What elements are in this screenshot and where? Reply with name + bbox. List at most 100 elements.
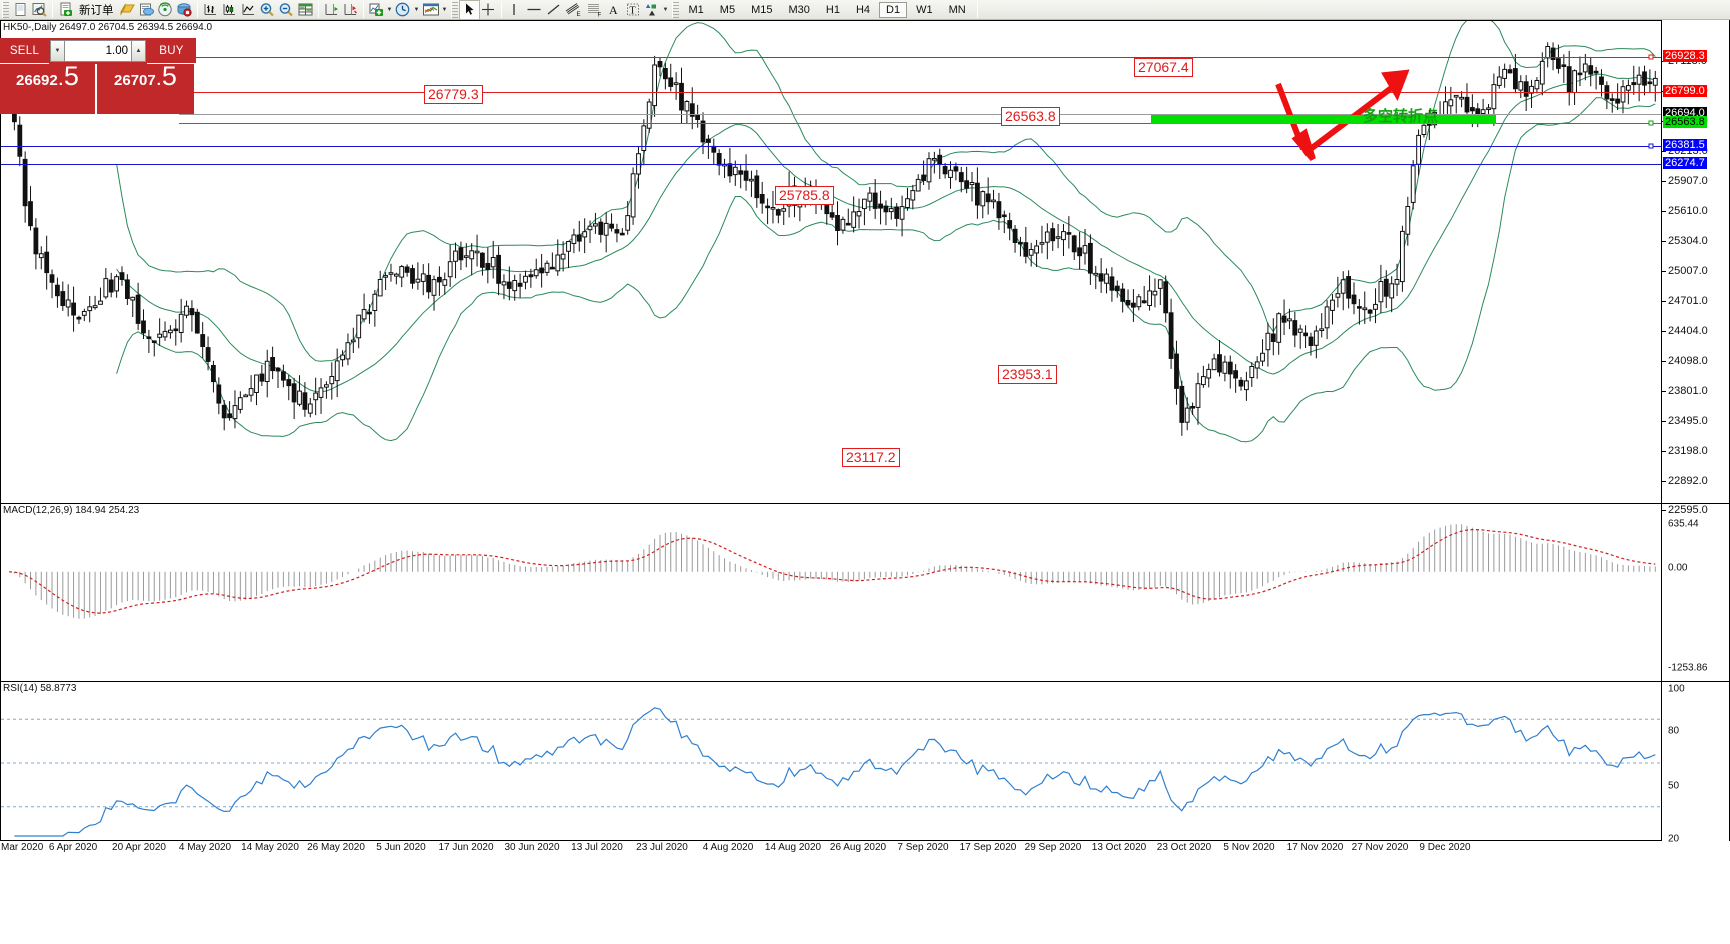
autotrade-icon[interactable] (175, 1, 194, 19)
candle-body (1642, 71, 1647, 86)
timeframe-h4[interactable]: H4 (855, 3, 870, 16)
timeframe-d1[interactable]: D1 (879, 1, 908, 18)
sell-button[interactable]: SELL (0, 38, 49, 64)
grid-icon[interactable] (296, 1, 315, 19)
sell-price-display[interactable]: 26692 . 5 (0, 63, 97, 114)
zoom-in-icon[interactable] (258, 1, 277, 19)
time-axis-label: 9 Dec 2020 (1419, 842, 1471, 853)
price-pane[interactable]: HK50-,Daily 26497.0 26704.5 26394.5 2669… (0, 20, 1662, 503)
toolbar-grip-3[interactable] (671, 1, 679, 18)
level-line-26799[interactable] (179, 92, 1661, 93)
tag-27067[interactable]: 27067.4 (1134, 58, 1193, 78)
level-line-26381[interactable] (1, 146, 1661, 147)
text-icon[interactable]: A (605, 1, 624, 19)
tag-26563[interactable]: 26563.8 (1001, 107, 1060, 127)
candle-body (1561, 64, 1567, 68)
candle-body (221, 404, 227, 419)
timeframe-m5[interactable]: M5 (719, 3, 736, 16)
line-icon[interactable] (239, 1, 258, 19)
candle-body (383, 275, 389, 278)
toolbar-grip-1[interactable] (2, 1, 9, 18)
price-badge[interactable]: 26563.8 (1663, 116, 1707, 128)
yellow-folder-icon[interactable] (118, 1, 137, 19)
candle-body (1066, 232, 1072, 235)
new-chart-icon[interactable] (11, 1, 30, 19)
time-axis[interactable]: 5 Mar 2020 6 Apr 2020 20 Apr 2020 4 May 202… (0, 841, 1662, 944)
level-line-26694[interactable] (179, 114, 1661, 115)
arrow-cursor-icon[interactable] (458, 0, 480, 20)
vertical-line-icon[interactable] (505, 1, 524, 19)
support-zone-highlight[interactable] (1151, 115, 1496, 124)
toolbar-separator (52, 1, 53, 18)
clock-icon[interactable] (394, 1, 413, 19)
level-anchor-26928[interactable] (1648, 54, 1654, 60)
broadcast-icon[interactable] (156, 1, 175, 19)
toolbar-grip-2[interactable] (450, 1, 458, 18)
axis-divider-2 (1662, 681, 1730, 682)
timeframe-h1[interactable]: H1 (825, 3, 840, 16)
level-line-26563[interactable] (179, 123, 1661, 124)
chevron-down-icon[interactable]: ▼ (386, 6, 393, 13)
level-line-26274[interactable] (1, 164, 1661, 165)
chevron-down-icon[interactable]: ▼ (441, 6, 448, 13)
forecast-arrows[interactable] (1, 21, 1662, 503)
candle-body (1260, 352, 1265, 362)
timeframe-m1[interactable]: M1 (688, 3, 704, 16)
autoscroll-icon[interactable] (341, 1, 360, 19)
text-label-icon[interactable]: T (624, 1, 643, 19)
volume-decrease-button[interactable]: ▼ (50, 40, 65, 62)
rsi-label: RSI(14) 58.8773 (3, 683, 77, 694)
price-tick (1662, 181, 1666, 182)
new-order-icon[interactable] (56, 1, 75, 19)
level-line-26928[interactable] (179, 57, 1661, 58)
chart-area[interactable]: HK50-,Daily 26497.0 26704.5 26394.5 2669… (0, 20, 1730, 944)
chevron-down-icon[interactable]: ▼ (413, 6, 420, 13)
time-axis-label: 5 Mar 2020 (0, 842, 44, 853)
rsi-pane[interactable]: RSI(14) 58.8773 (0, 681, 1662, 841)
price-badge[interactable]: 26274.7 (1663, 157, 1707, 169)
tag-26779[interactable]: 26779.3 (424, 85, 483, 105)
fibonacci-icon[interactable]: F (584, 1, 605, 19)
profiles-icon[interactable] (30, 1, 49, 19)
candle-body (856, 211, 862, 217)
chevron-down-icon[interactable]: ▼ (662, 6, 669, 13)
level-anchor-26381[interactable] (1648, 143, 1654, 149)
tag-23117[interactable]: 23117.2 (842, 448, 900, 468)
candles-icon[interactable] (220, 1, 239, 19)
timeframe-m15[interactable]: M15 (751, 3, 773, 16)
price-badge[interactable]: 26928.3 (1663, 50, 1707, 62)
candle-body (862, 198, 867, 210)
equidistant-channel-icon[interactable]: E (563, 1, 584, 19)
candle-body (576, 234, 582, 242)
candle-body (1211, 358, 1217, 371)
shapes-icon[interactable] (643, 1, 662, 19)
turning-point-note[interactable]: 多空转折点 (1363, 107, 1439, 125)
price-badge[interactable]: 26799.0 (1663, 85, 1707, 97)
one-click-trading-panel[interactable]: SELL ▼ 1.00 ▲ BUY 26692 . 5 26707 . 5 (0, 38, 196, 114)
tag-25785[interactable]: 25785.8 (775, 186, 834, 206)
price-badge[interactable]: 26381.5 (1663, 139, 1707, 151)
timeframe-w1[interactable]: W1 (916, 3, 933, 16)
chart-shift-icon[interactable] (322, 1, 341, 19)
level-anchor-26563[interactable] (1648, 120, 1654, 126)
crosshair-icon[interactable] (479, 1, 498, 19)
volume-increase-button[interactable]: ▲ (131, 40, 146, 62)
timeframe-m30[interactable]: M30 (788, 3, 810, 16)
indicator-add-icon[interactable] (367, 1, 386, 19)
tag-23953[interactable]: 23953.1 (998, 365, 1057, 385)
buy-price-display[interactable]: 26707 . 5 (97, 63, 194, 114)
book-cloud-icon[interactable] (137, 1, 156, 19)
time-axis-label: 5 Nov 2020 (1223, 842, 1275, 853)
zoom-out-icon[interactable] (277, 1, 296, 19)
timeframe-mn[interactable]: MN (948, 3, 966, 16)
template-icon[interactable] (421, 1, 441, 19)
bars-icon[interactable] (201, 1, 220, 19)
volume-input[interactable]: 1.00 (65, 40, 131, 62)
trendline-icon[interactable] (544, 1, 563, 19)
candle-body (1254, 361, 1260, 369)
new-order-button[interactable]: 新订单 (79, 4, 114, 17)
macd-pane[interactable]: MACD(12,26,9) 184.94 254.23 (0, 503, 1662, 681)
horizontal-line-icon[interactable] (524, 1, 544, 19)
price-axis[interactable]: 27113.026810.026510.026213.025907.025610… (1662, 20, 1730, 845)
rsi-tick-label: 100 (1668, 683, 1685, 695)
